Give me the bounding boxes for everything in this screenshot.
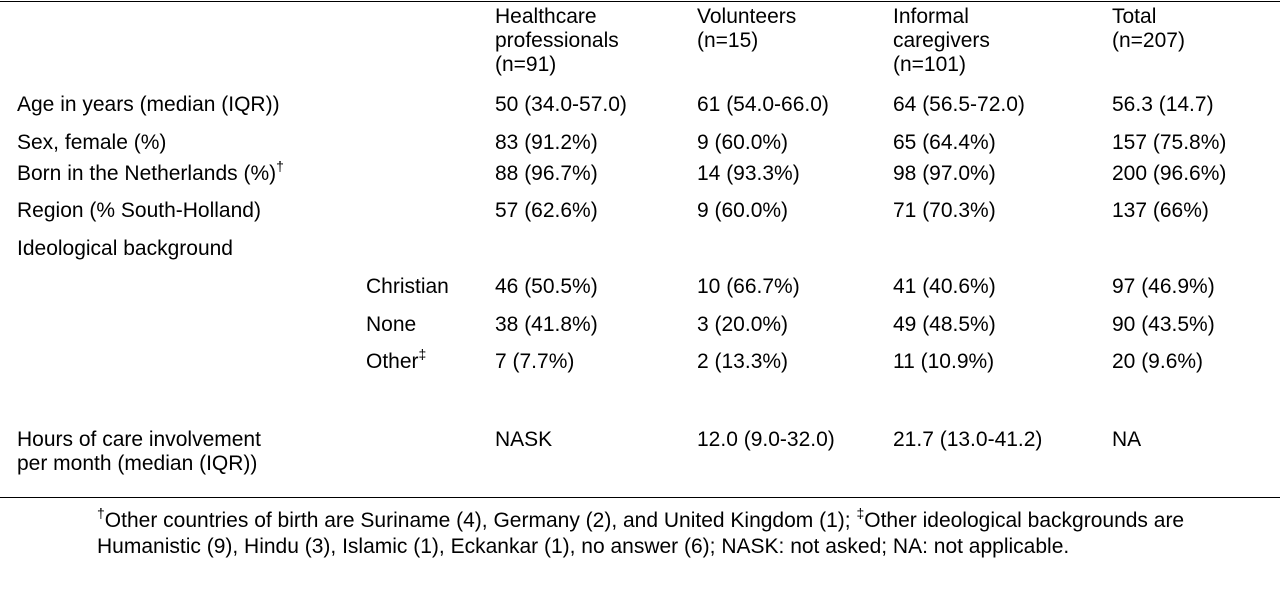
row-label-line: Hours of care involvement <box>17 428 261 451</box>
cell-total: 20 (9.6%) <box>1112 350 1204 373</box>
cell-total: 157 (75.8%) <box>1112 131 1227 154</box>
cell-healthcare-professionals: 88 (96.7%) <box>495 162 598 185</box>
cell-volunteers: 2 (13.3%) <box>697 350 789 373</box>
cell-informal-caregivers: 41 (40.6%) <box>893 275 996 298</box>
header-healthcare-professionals: Healthcare professionals (n=91) <box>495 5 619 77</box>
header-informal-caregivers: Informal caregivers (n=101) <box>893 5 990 77</box>
header-line: caregivers <box>893 29 990 52</box>
row-sublabel: Other‡ <box>366 347 426 374</box>
cell-healthcare-professionals: 57 (62.6%) <box>495 199 598 222</box>
cell-volunteers: 61 (54.0-66.0) <box>697 93 829 116</box>
footnote-mark-double-dagger: ‡ <box>856 505 865 521</box>
cell-volunteers: 14 (93.3%) <box>697 162 800 185</box>
footnote-text-birth: Other countries of birth are Suriname (4… <box>104 509 857 532</box>
cell-informal-caregivers: 65 (64.4%) <box>893 131 996 154</box>
cell-informal-caregivers: 98 (97.0%) <box>893 162 996 185</box>
cell-volunteers: 9 (60.0%) <box>697 131 789 154</box>
header-volunteers: Volunteers (n=15) <box>697 5 796 53</box>
footnote-text-ideology: Other ideological backgrounds are Humani… <box>97 509 1185 558</box>
cell-informal-caregivers: 49 (48.5%) <box>893 313 996 336</box>
cell-total: NA <box>1112 428 1142 451</box>
header-line: Healthcare <box>495 5 597 28</box>
cell-total: 137 (66%) <box>1112 199 1209 222</box>
header-line: (n=15) <box>697 29 759 52</box>
header-line: Total <box>1112 5 1157 28</box>
cell-healthcare-professionals: 50 (34.0-57.0) <box>495 93 627 116</box>
cell-volunteers: 9 (60.0%) <box>697 199 789 222</box>
cell-total: 97 (46.9%) <box>1112 275 1215 298</box>
table-footnote: †Other countries of birth are Suriname (… <box>97 505 1237 560</box>
cell-informal-caregivers: 64 (56.5-72.0) <box>893 93 1025 116</box>
cell-healthcare-professionals: 38 (41.8%) <box>495 313 598 336</box>
footnote-mark-dagger: † <box>276 158 284 174</box>
cell-informal-caregivers: 71 (70.3%) <box>893 199 996 222</box>
header-line: (n=91) <box>495 53 557 76</box>
table-top-rule <box>0 1 1280 2</box>
row-label-line: per month (median (IQR)) <box>17 452 258 475</box>
cell-total: 90 (43.5%) <box>1112 313 1215 336</box>
header-line: (n=101) <box>893 53 966 76</box>
row-label: Ideological background <box>17 237 233 260</box>
row-sublabel: None <box>366 313 417 336</box>
header-total: Total (n=207) <box>1112 5 1185 53</box>
row-label: Age in years (median (IQR)) <box>17 93 280 116</box>
footnote-mark-double-dagger: ‡ <box>418 346 427 362</box>
cell-healthcare-professionals: 83 (91.2%) <box>495 131 598 154</box>
table-bottom-rule <box>0 497 1280 498</box>
cell-total: 56.3 (14.7) <box>1112 93 1214 116</box>
cell-volunteers: 10 (66.7%) <box>697 275 800 298</box>
cell-healthcare-professionals: 46 (50.5%) <box>495 275 598 298</box>
row-sublabel-text: Other <box>366 350 419 373</box>
header-line: professionals <box>495 29 619 52</box>
cell-healthcare-professionals: NASK <box>495 428 553 451</box>
cell-informal-caregivers: 21.7 (13.0-41.2) <box>893 428 1043 451</box>
row-label: Hours of care involvement per month (med… <box>17 428 261 476</box>
row-sublabel: Christian <box>366 275 449 298</box>
cell-healthcare-professionals: 7 (7.7%) <box>495 350 575 373</box>
cell-informal-caregivers: 11 (10.9%) <box>893 350 995 373</box>
row-label: Sex, female (%) <box>17 131 167 154</box>
cell-volunteers: 12.0 (9.0-32.0) <box>697 428 835 451</box>
footnote-mark-dagger: † <box>97 505 105 521</box>
header-line: Volunteers <box>697 5 797 28</box>
cell-volunteers: 3 (20.0%) <box>697 313 789 336</box>
cell-total: 200 (96.6%) <box>1112 162 1227 185</box>
header-line: (n=207) <box>1112 29 1185 52</box>
row-label: Region (% South-Holland) <box>17 199 261 222</box>
row-label: Born in the Netherlands (%)† <box>17 159 284 186</box>
header-line: Informal <box>893 5 969 28</box>
row-label-text: Born in the Netherlands (%) <box>17 162 277 185</box>
